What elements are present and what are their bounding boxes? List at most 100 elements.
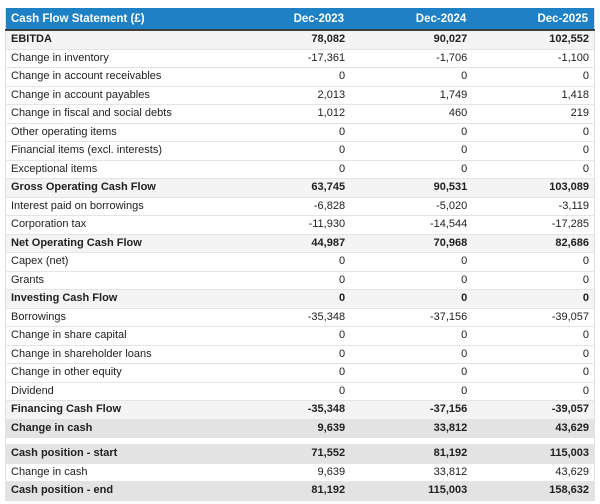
row-value: 0: [350, 363, 473, 382]
row-value: 0: [472, 141, 595, 160]
row-value: 63,745: [227, 178, 351, 197]
table-row: Change in share capital 0 0 0: [5, 326, 595, 345]
table-row: Change in inventory -17,361 -1,706 -1,100: [5, 48, 595, 68]
row-value: -17,361: [227, 48, 351, 68]
table-row: Capex (net) 0 0 0: [5, 252, 595, 271]
row-label: Dividend: [5, 381, 228, 401]
column-header-dec-2024: Dec-2024: [350, 8, 473, 31]
row-value: 90,027: [433, 33, 468, 45]
table-row: Net Operating Cash Flow 44,987 70,968 82,68…: [5, 233, 595, 253]
row-value: -35,348: [227, 400, 351, 419]
row-value: 43,629: [472, 418, 595, 438]
row-value: 0: [227, 270, 351, 290]
row-value: 0: [472, 326, 595, 345]
row-label: Change in share capital: [5, 326, 228, 345]
row-label: Capex (net): [5, 252, 228, 271]
row-label: Grants: [5, 270, 228, 290]
row-value: 81,192: [350, 444, 473, 463]
row-value: 0: [472, 381, 595, 401]
row-value: 71,552: [227, 444, 351, 463]
row-label: Financial items (excl. interests): [5, 141, 228, 160]
row-value: -6,828: [227, 196, 351, 216]
table-row: Grants 0 0 0: [5, 270, 595, 290]
table-row: Change in fiscal and social debts 1,012 46…: [5, 104, 595, 123]
row-value: 0: [227, 141, 351, 160]
table-row: Change in cash 9,639 33,812 43,629: [5, 462, 595, 482]
column-header-dec-2025: Dec-2025: [472, 8, 595, 31]
row-value: 0: [227, 381, 351, 401]
row-value: -5,020: [350, 196, 473, 216]
row-label: Cash position - end: [5, 481, 228, 500]
row-value: 0: [227, 252, 351, 271]
row-value: -35,348: [227, 307, 351, 327]
row-value: 0: [472, 344, 595, 364]
table-row: Change in cash 9,639 33,812 43,629: [5, 418, 595, 438]
row-value: 9,639: [227, 462, 351, 482]
row-label: Net Operating Cash Flow: [5, 233, 228, 253]
row-value: 0: [227, 159, 351, 179]
row-label: Financing Cash Flow: [5, 400, 228, 419]
row-value: 0: [472, 252, 595, 271]
row-value: 0: [350, 141, 473, 160]
table-row: Cash position - start 71,552 81,192 115,003: [5, 444, 595, 463]
row-label: Exceptional items: [5, 159, 228, 179]
row-label: Change in fiscal and social debts: [5, 104, 228, 123]
table-row: Gross Operating Cash Flow 63,745 90,531 103…: [5, 178, 595, 197]
table-row: Change in account receivables 0 0 0: [5, 67, 595, 86]
row-label: Investing Cash Flow: [5, 289, 228, 308]
row-value: 0: [227, 326, 351, 345]
table-title: Cash Flow Statement (£): [5, 8, 228, 31]
row-label: Other operating items: [5, 122, 228, 142]
table-row: Cash position - end 81,192 115,003 158,632: [5, 481, 595, 500]
row-value: 9,639: [227, 418, 351, 438]
row-label: Borrowings: [5, 307, 228, 327]
table-row: Financing Cash Flow -35,348 -37,156 -39,057: [5, 400, 595, 419]
row-value: -1,100: [472, 48, 595, 68]
table-row: Corporation tax -11,930 -14,544 -17,285: [5, 215, 595, 234]
row-value: 460: [350, 104, 473, 123]
table-body: EBITDA 78,082 90,027 102,552 Change in inven…: [5, 30, 595, 500]
row-value: -37,156: [350, 307, 473, 327]
row-value: -39,057: [472, 307, 595, 327]
table-row: Exceptional items 0 0 0: [5, 159, 595, 179]
row-value: -39,057: [472, 400, 595, 419]
row-value: 1,012: [227, 104, 351, 123]
row-label: Cash position - start: [5, 444, 228, 463]
row-value: 33,812: [350, 418, 473, 438]
row-label: Interest paid on borrowings: [5, 196, 228, 216]
row-value: 0: [227, 363, 351, 382]
row-value: 115,003: [350, 481, 473, 500]
row-label: Change in shareholder loans: [5, 344, 228, 364]
row-value: 0: [350, 252, 473, 271]
row-value: 219: [472, 104, 595, 123]
row-value: 0: [227, 67, 351, 86]
row-value: 0: [350, 270, 473, 290]
table-row: Investing Cash Flow 0 0 0: [5, 289, 595, 308]
row-value: 0: [472, 67, 595, 86]
row-value: 0: [227, 122, 351, 142]
table-row: Borrowings -35,348 -37,156 -39,057: [5, 307, 595, 327]
cash-flow-table: Cash Flow Statement (£) Dec-2023 Dec-202…: [5, 8, 595, 501]
row-value: 0: [350, 159, 473, 179]
row-value: 0: [350, 122, 473, 142]
header-row: Cash Flow Statement (£) Dec-2023 Dec-202…: [5, 8, 595, 31]
table-row: Other operating items 0 0 0: [5, 122, 595, 142]
row-value: 0: [472, 159, 595, 179]
row-value: 0: [472, 122, 595, 142]
row-label: Corporation tax: [5, 215, 228, 234]
table-row: Change in shareholder loans 0 0 0: [5, 344, 595, 364]
row-value: -17,285: [472, 215, 595, 234]
table-row: Change in account payables 2,013 1,749 1,41…: [5, 85, 595, 105]
row-value: 43,629: [472, 462, 595, 482]
row-value: 0: [472, 363, 595, 382]
row-value: 0: [227, 344, 351, 364]
row-value: 103,089: [472, 178, 595, 197]
row-value: 78,082: [311, 33, 346, 45]
row-value: 1,418: [472, 85, 595, 105]
column-header-dec-2023: Dec-2023: [227, 8, 351, 31]
row-value: -11,930: [227, 215, 351, 234]
row-value: 70,968: [350, 233, 473, 253]
row-label: Change in account receivables: [5, 67, 228, 86]
table-row: Financial items (excl. interests) 0 0 0: [5, 141, 595, 160]
